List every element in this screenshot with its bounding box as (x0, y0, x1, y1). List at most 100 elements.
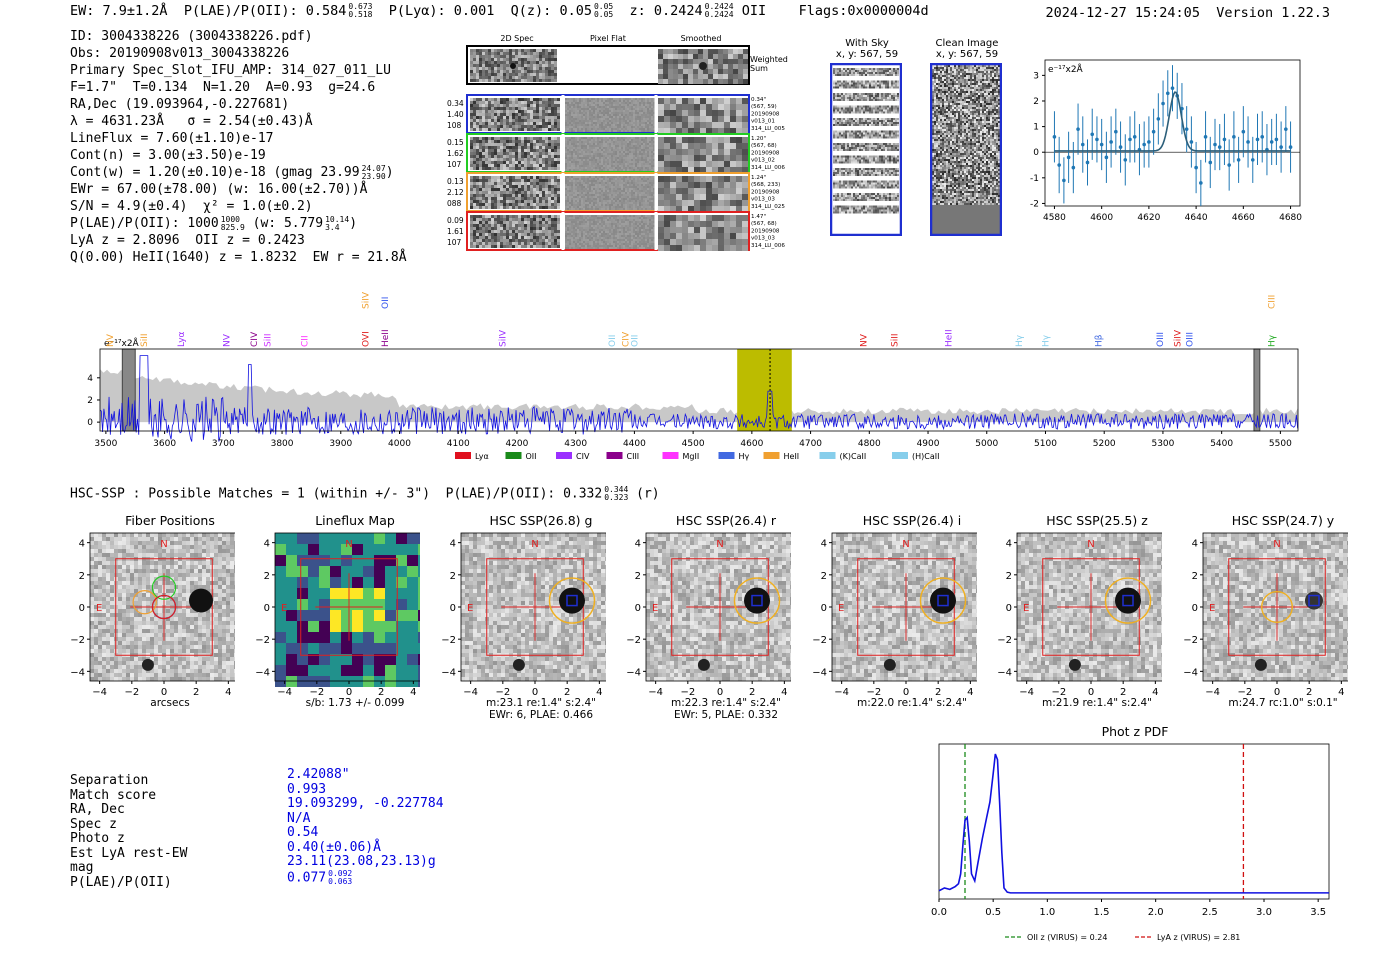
spec-ytick-label: 2 (87, 396, 93, 406)
cutout-xtick-label: 2 (193, 687, 199, 698)
weighted-label: Sum (750, 64, 768, 73)
weighted-2dspec (470, 49, 557, 82)
weighted-label: Weighted (750, 55, 788, 64)
source-blob (189, 588, 213, 613)
cutout-ytick-label: 0 (450, 603, 456, 614)
fit-point (1222, 137, 1227, 142)
with-sky-title: With Sky x, y: 567, 59 (835, 38, 899, 60)
header-plya: P(Lyα): 0.001 (388, 3, 495, 19)
fit-point (1217, 145, 1222, 149)
photz-legend-label: LyA z (VIRUS) = 2.81 (1157, 933, 1240, 942)
header-q: Q(z): 0.05 (510, 3, 592, 19)
fit-point (1062, 178, 1066, 183)
fit-point (1080, 142, 1085, 147)
legend-swatch (455, 452, 471, 459)
cutout-caption-line1: m:21.9 re:1.4" s:2.4" (1042, 697, 1152, 709)
source-blob (559, 587, 585, 614)
header-plae-hi: 0.673 (348, 2, 373, 11)
fiber-right-value: v013_01 (751, 119, 775, 125)
fit-point (1236, 158, 1241, 162)
fit-point (1189, 140, 1194, 144)
source-marker (751, 594, 763, 607)
error-envelope (100, 369, 1298, 423)
legend-label: CIV (576, 452, 590, 461)
spectrum-line (99, 355, 1299, 442)
fiber-right-value: 314_LU_006 (751, 165, 785, 171)
fit-point (1090, 132, 1095, 137)
fit-point (1241, 129, 1246, 134)
photz-xtick-label: 0.5 (985, 907, 1001, 918)
fiber-left-value: 0.13 (447, 177, 464, 186)
spec-xtick-label: 4600 (740, 439, 763, 449)
cutout-caption-line1: s/b: 1.73 +/- 0.099 (305, 697, 405, 709)
cutout-caption-line1: m:23.1 re:1.4" s:2.4" (486, 697, 596, 709)
emission-line-label: SiIV (361, 291, 371, 309)
cutout-caption-line1: m:22.0 re:1.4" s:2.4" (857, 697, 967, 709)
cutout-ytick-label: 0 (1006, 603, 1012, 614)
east-label: E (838, 603, 844, 614)
photz-xtick-label: 1.5 (1094, 907, 1110, 918)
fit-point (1076, 127, 1080, 131)
secondary-blob (697, 658, 710, 671)
fit-point (1123, 158, 1128, 162)
aperture-circle (1261, 591, 1293, 623)
spec-xtick-label: 5400 (1210, 439, 1233, 449)
fiber-right-value: 1.24" (751, 175, 766, 181)
spec-xtick-label: 3900 (329, 439, 352, 449)
fiber-smoothed (658, 215, 748, 251)
spec-xtick-label: 4900 (917, 439, 940, 449)
fit-point (1203, 135, 1208, 139)
spec-xtick-label: 5200 (1093, 439, 1116, 449)
fiber-right-value: 20190908 (751, 111, 780, 117)
cutout-ytick-label: 0 (79, 603, 85, 614)
cutout-ytick-label: 4 (450, 539, 456, 550)
cutout-xtick-label: 0 (903, 687, 909, 698)
fit-ytick-label: 2 (1033, 97, 1039, 107)
fit-point (1184, 127, 1189, 131)
match-label: mag (70, 860, 94, 875)
match-value: 23.11(23.08,23.13)g (287, 854, 436, 869)
cutout-caption: m:22.3 re:1.4" s:2.4" EWr: 5, PLAE: 0.332 (641, 697, 811, 721)
cutout-image-3: N E 4 2 0 −2 −4 −4 −2 0 2 4 (626, 532, 791, 698)
secondary-blob (512, 658, 525, 671)
fit-ytick-label: -1 (1030, 174, 1039, 184)
spec-xtick-label: 5000 (975, 439, 998, 449)
info-radec: RA,Dec (19.093964,-0.227681) (70, 97, 290, 112)
cutout-xtick-label: 4 (967, 687, 973, 698)
fit-point (1279, 145, 1283, 149)
header-z-lo: 0.2424 (704, 10, 734, 19)
cutout-ytick-label: −2 (626, 635, 641, 646)
fit-point (1260, 135, 1265, 139)
cutout-caption: m:24.7 rc:1.0" s:0.1" (1198, 697, 1368, 709)
fit-point (1095, 137, 1099, 142)
fiber-right-value: (568, 233) (751, 182, 780, 188)
cutout-ytick-label: −4 (626, 667, 641, 678)
fit-xtick-label: 4640 (1185, 213, 1208, 223)
emission-line-label: Hγ (1041, 334, 1051, 347)
spec2d-col-title: 2D Spec (500, 34, 533, 43)
fiber-2dspec (470, 98, 560, 131)
info-lineflux: LineFlux = 7.60(±1.10)e-17 (70, 131, 274, 146)
fit-point (1274, 137, 1279, 142)
emission-line-label: OII (381, 297, 391, 309)
header-flags: Flags:0x0000004d (798, 3, 929, 19)
emission-line-label: OIII (1185, 332, 1195, 347)
emission-line-label: Lyα (177, 331, 187, 347)
cutout-xtick-label: −2 (309, 687, 324, 698)
cutout-xtick-label: −4 (277, 687, 292, 698)
lineflux-map (275, 533, 420, 687)
fiber-left-value: 088 (447, 199, 462, 208)
cutout-ytick-label: −4 (441, 667, 456, 678)
sky-band (833, 205, 899, 214)
spec-ytick-label: 4 (87, 374, 93, 384)
cutout-caption: m:21.9 re:1.4" s:2.4" (1012, 697, 1182, 709)
match-labels: Separation Match score RA, Dec Spec z Photo … (70, 773, 187, 890)
fiber-right-value: (567, 68) (751, 143, 777, 149)
emission-line-label: SiIV (1174, 329, 1184, 347)
photz-chart: 0.0 0.5 1.0 1.5 2.0 2.5 3.0 3.5 OII z (VIRUS) = … (931, 743, 1330, 942)
header-z-line: OII (741, 3, 767, 19)
spec-xtick-label: 3800 (271, 439, 294, 449)
fiber-2dspec (470, 176, 560, 209)
header-q-hi: 0.05 (593, 2, 614, 11)
fiber-pixelflat (565, 176, 655, 210)
